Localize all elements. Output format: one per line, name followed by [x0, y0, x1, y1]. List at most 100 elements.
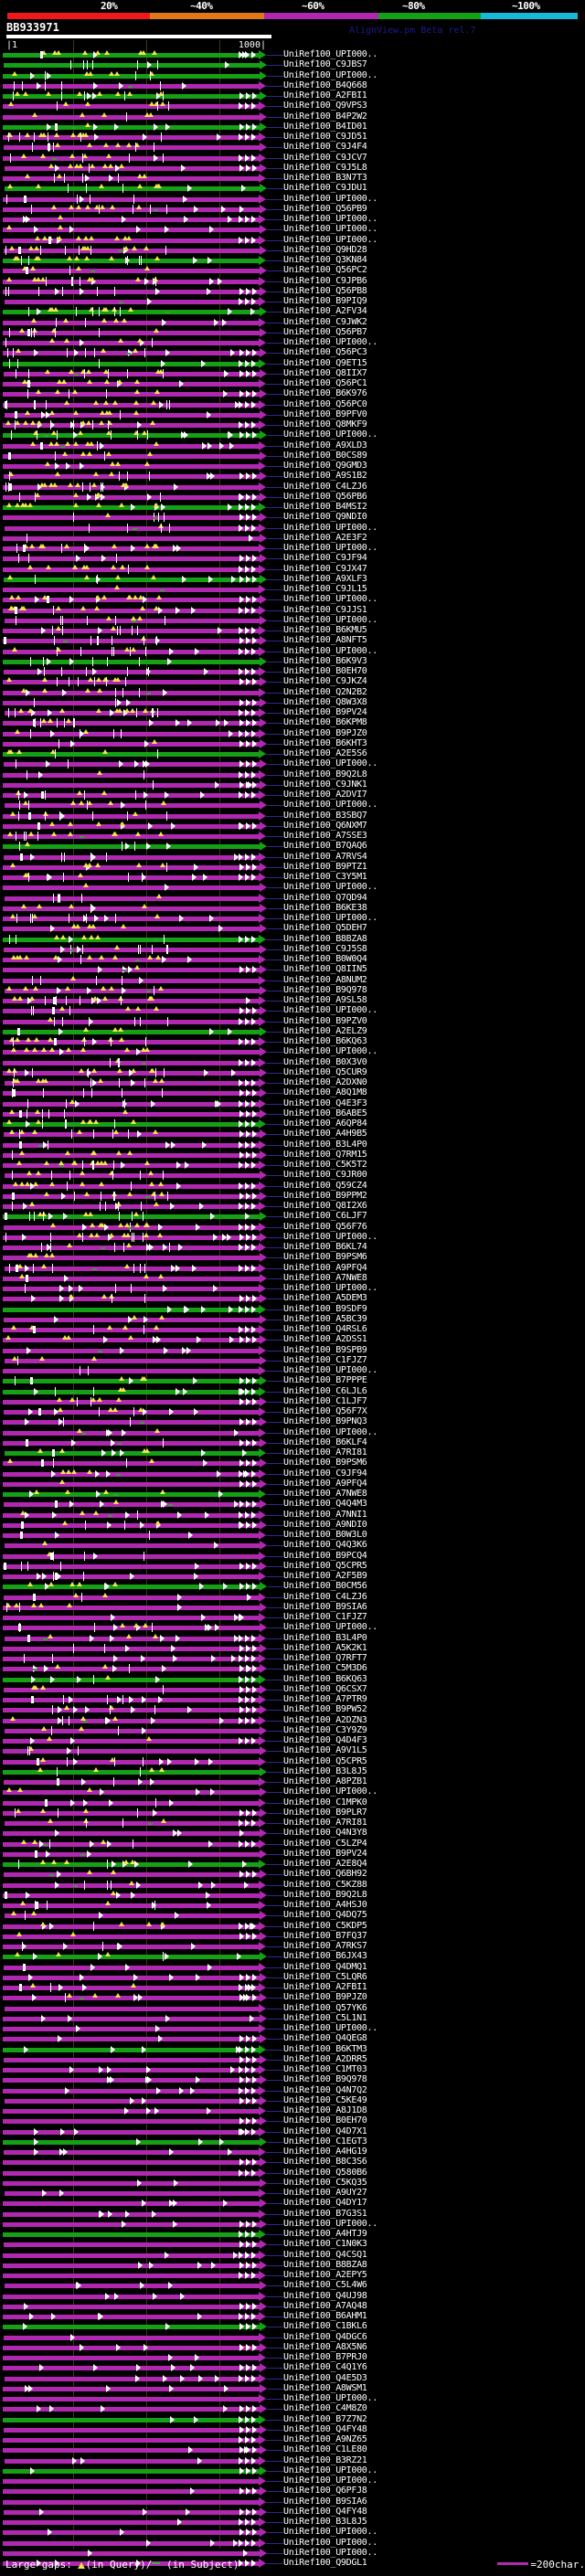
subject-label[interactable]: UniRef100_Q2N2B2 [283, 686, 367, 697]
subject-label[interactable]: UniRef100_B0EH70 [283, 666, 367, 676]
hit-bar[interactable] [3, 2221, 260, 2227]
alignment-row[interactable] [0, 409, 585, 420]
alignment-row[interactable] [0, 2445, 585, 2455]
alignment-row[interactable] [0, 1181, 585, 1192]
alignment-row[interactable] [0, 790, 585, 800]
hit-bar[interactable] [3, 793, 259, 798]
subject-label[interactable]: UniRef100_UPI000.. [283, 49, 378, 59]
subject-label[interactable]: UniRef100_C4LZJ6 [283, 481, 367, 492]
alignment-row[interactable] [0, 1736, 585, 1746]
hit-bar[interactable] [3, 2274, 259, 2278]
hit-bar[interactable] [3, 1810, 260, 1816]
subject-label[interactable]: UniRef100_UPI000.. [283, 2547, 378, 2558]
subject-label[interactable]: UniRef100_C9JL15 [283, 584, 367, 594]
subject-label[interactable]: UniRef100_C1LJF7 [283, 1395, 367, 1406]
subject-label[interactable]: UniRef100_Q7RM15 [283, 1149, 367, 1160]
subject-label[interactable]: UniRef100_B8BZA8 [283, 2259, 367, 2270]
hit-bar[interactable] [3, 535, 260, 541]
subject-label[interactable]: UniRef100_C5KE49 [283, 2094, 367, 2105]
subject-label[interactable]: UniRef100_A4H9B5 [283, 1129, 367, 1140]
hit-bar[interactable] [3, 567, 259, 572]
alignment-row[interactable] [0, 595, 585, 605]
subject-label[interactable]: UniRef100_B9PNQ3 [283, 1416, 367, 1427]
alignment-row[interactable] [0, 1952, 585, 1962]
alignment-row[interactable] [0, 842, 585, 852]
hit-bar[interactable] [3, 608, 259, 613]
subject-label[interactable]: UniRef100_A2E8Q4 [283, 1859, 367, 1869]
subject-label[interactable]: UniRef100_UPI000.. [283, 2023, 378, 2033]
hit-bar[interactable] [3, 1471, 259, 1477]
hit-bar[interactable] [3, 680, 260, 685]
alignment-row[interactable] [0, 533, 585, 544]
alignment-row[interactable] [0, 2003, 585, 2014]
subject-label[interactable]: UniRef100_B9PV24 [283, 707, 367, 717]
subject-label[interactable]: UniRef100_B3RZ21 [283, 2454, 367, 2465]
alignment-row[interactable] [0, 1335, 585, 1345]
alignment-row[interactable] [0, 1263, 585, 1274]
subject-label[interactable]: UniRef100_Q56F76 [283, 1221, 367, 1232]
hit-bar[interactable] [3, 269, 260, 274]
subject-label[interactable]: UniRef100_A2ELZ9 [283, 1025, 367, 1036]
subject-label[interactable]: UniRef100_A2DVI7 [283, 790, 367, 800]
alignment-row[interactable] [0, 399, 585, 410]
subject-label[interactable]: UniRef100_A7RI81 [283, 1818, 367, 1828]
subject-label[interactable]: UniRef100_Q56PB9 [283, 203, 367, 214]
subject-label[interactable]: UniRef100_B9SDF9 [283, 1303, 367, 1314]
alignment-row[interactable] [0, 656, 585, 667]
alignment-row[interactable] [0, 2342, 585, 2353]
alignment-row[interactable] [0, 1314, 585, 1325]
alignment-row[interactable] [0, 1766, 585, 1777]
subject-label[interactable]: UniRef100_B6KQ63 [283, 1673, 367, 1684]
subject-label[interactable]: UniRef100_UPI000.. [283, 522, 378, 533]
subject-label[interactable]: UniRef100_UPI000.. [283, 193, 378, 204]
hit-bar[interactable] [3, 443, 259, 449]
subject-label[interactable]: UniRef100_A9SL58 [283, 995, 367, 1005]
subject-label[interactable]: UniRef100_A7NWE8 [283, 1272, 367, 1283]
alignment-row[interactable] [0, 2189, 585, 2199]
hit-bar[interactable] [3, 1996, 260, 2001]
subject-label[interactable]: UniRef100_UPI000.. [283, 614, 378, 625]
subject-label[interactable]: UniRef100_UPI000.. [283, 645, 378, 656]
alignment-row[interactable] [0, 1643, 585, 1654]
subject-label[interactable]: UniRef100_B6KHT3 [283, 737, 367, 748]
alignment-row[interactable] [0, 2322, 585, 2332]
subject-label[interactable]: UniRef100_Q4FY48 [283, 2506, 367, 2517]
alignment-row[interactable] [0, 1901, 585, 1911]
hit-bar[interactable] [4, 371, 260, 376]
subject-label[interactable]: UniRef100_B9Q978 [283, 984, 367, 995]
alignment-row[interactable] [0, 1140, 585, 1150]
alignment-row[interactable] [0, 2528, 585, 2538]
subject-label[interactable]: UniRef100_B7FQ37 [283, 1930, 367, 1941]
hit-bar[interactable] [3, 937, 259, 942]
subject-label[interactable]: UniRef100_Q5CPR5 [283, 1560, 367, 1571]
alignment-row[interactable] [0, 738, 585, 749]
alignment-row[interactable] [0, 1592, 585, 1603]
subject-label[interactable]: UniRef100_Q8W3X8 [283, 696, 367, 707]
hit-bar[interactable] [5, 896, 259, 901]
alignment-row[interactable] [0, 1531, 585, 1541]
alignment-row[interactable] [0, 2383, 585, 2394]
subject-label[interactable]: UniRef100_C5KDP5 [283, 1920, 367, 1931]
subject-label[interactable]: UniRef100_B6K9V3 [283, 655, 367, 666]
hit-bar[interactable] [3, 1677, 259, 1682]
alignment-row[interactable] [0, 759, 585, 769]
subject-label[interactable]: UniRef100_Q4UJ98 [283, 2290, 367, 2301]
alignment-row[interactable] [0, 1067, 585, 1078]
hit-bar[interactable] [3, 1009, 260, 1014]
hit-bar[interactable] [4, 2335, 259, 2340]
subject-label[interactable]: UniRef100_C9JPB6 [283, 275, 367, 286]
alignment-row[interactable] [0, 1839, 585, 1850]
subject-label[interactable]: UniRef100_B9PZV0 [283, 1015, 367, 1026]
alignment-row[interactable] [0, 1006, 585, 1016]
subject-label[interactable]: UniRef100_UPI000.. [283, 913, 378, 923]
hit-bar[interactable] [3, 917, 259, 921]
hit-bar[interactable] [3, 2345, 260, 2350]
alignment-row[interactable] [0, 174, 585, 184]
subject-label[interactable]: UniRef100_Q8MKF9 [283, 419, 367, 429]
subject-label[interactable]: UniRef100_UPI000.. [283, 1365, 378, 1375]
alignment-row[interactable] [0, 1500, 585, 1510]
hit-bar[interactable] [3, 2468, 260, 2474]
subject-label[interactable]: UniRef100_C9J5L8 [283, 162, 367, 173]
subject-label[interactable]: UniRef100_B9PSM6 [283, 1252, 367, 1263]
hit-bar[interactable] [4, 1595, 259, 1600]
